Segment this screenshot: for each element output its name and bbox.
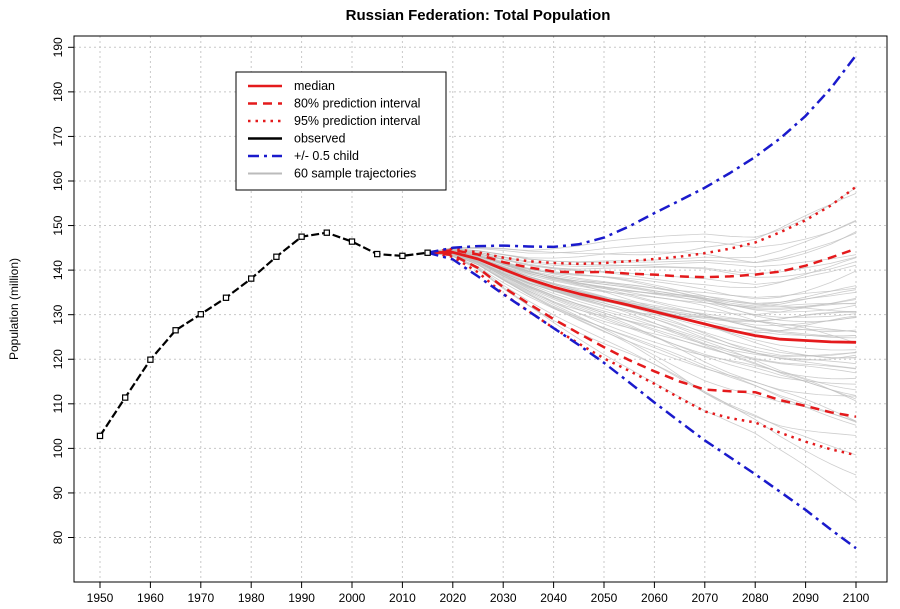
sample-trajectories	[427, 187, 857, 502]
x-tick-label: 1980	[238, 591, 265, 605]
sample-trajectory	[427, 231, 857, 264]
observed-markers	[96, 229, 431, 440]
series-median	[427, 250, 857, 344]
sample-trajectory	[427, 252, 857, 423]
sample-trajectory	[427, 252, 857, 400]
legend-label: 95% prediction interval	[294, 114, 420, 128]
sample-trajectory	[427, 252, 857, 396]
observed-point	[147, 356, 154, 363]
observed-point	[248, 275, 255, 282]
x-tick-label: 2070	[691, 591, 718, 605]
sample-trajectory	[427, 251, 857, 333]
y-tick-label: 150	[51, 215, 65, 235]
y-tick-label: 130	[51, 304, 65, 324]
sample-trajectory	[427, 252, 857, 422]
series-80-lower	[427, 251, 857, 418]
observed-point	[323, 229, 331, 236]
x-tick-label: 1990	[288, 591, 315, 605]
observed-point	[222, 294, 230, 301]
observed-point	[197, 311, 204, 318]
sample-trajectory	[427, 252, 857, 436]
sample-trajectory	[427, 249, 857, 268]
sample-trajectory	[427, 251, 857, 323]
y-tick-label: 80	[51, 531, 65, 545]
y-tick-label: 100	[51, 438, 65, 458]
chart-title: Russian Federation: Total Population	[346, 7, 611, 24]
series-0-5-child-lower	[427, 251, 857, 550]
legend: median 80% prediction interval 95% predict…	[235, 71, 447, 191]
observed-point	[298, 233, 305, 240]
x-tick-label: 2090	[792, 591, 819, 605]
observed-point	[96, 432, 104, 440]
sample-trajectory	[427, 252, 857, 357]
sample-trajectory	[427, 250, 857, 300]
sample-trajectory	[427, 252, 857, 391]
y-tick-label: 170	[51, 126, 65, 146]
y-tick-label: 90	[51, 486, 65, 500]
legend-box	[235, 71, 447, 191]
y-axis: 80 90 100 110 120 130 140 150 160 170 180 190	[51, 37, 74, 544]
sample-trajectory	[427, 251, 857, 327]
series-observed	[99, 231, 428, 437]
legend-label: median	[294, 79, 335, 93]
x-tick-label: 2050	[591, 591, 618, 605]
observed-point	[172, 327, 179, 334]
x-axis: 1950 1960 1970 1980 1990 2000 2010 2020 2030 2040…	[87, 582, 870, 605]
y-tick-label: 140	[51, 260, 65, 280]
observed-point	[374, 250, 381, 258]
sample-trajectory	[427, 187, 857, 254]
sample-trajectory	[427, 220, 857, 254]
x-tick-label: 2000	[339, 591, 366, 605]
y-tick-label: 190	[51, 37, 65, 57]
series-80-upper	[427, 247, 857, 279]
legend-label: observed	[294, 132, 345, 146]
observed-point	[424, 249, 431, 256]
legend-label: +/- 0.5 child	[294, 149, 359, 163]
observed-point	[399, 252, 406, 260]
x-tick-label: 1950	[87, 591, 114, 605]
y-tick-label: 180	[51, 82, 65, 102]
sample-trajectory	[427, 250, 857, 313]
sample-trajectory	[427, 250, 857, 305]
y-tick-label: 160	[51, 171, 65, 191]
x-tick-label: 2080	[742, 591, 769, 605]
x-tick-label: 2030	[490, 591, 517, 605]
plot-frame	[73, 35, 888, 583]
y-tick-label: 110	[51, 394, 65, 413]
sample-trajectory	[427, 249, 857, 278]
legend-label: 60 sample trajectories	[294, 167, 416, 181]
observed-point	[348, 238, 356, 245]
x-tick-label: 1970	[187, 591, 214, 605]
sample-trajectory	[427, 250, 857, 298]
x-tick-label: 2020	[439, 591, 466, 605]
x-tick-label: 2010	[389, 591, 416, 605]
series-0-5-child-upper	[427, 54, 857, 254]
sample-trajectory	[427, 249, 857, 275]
x-tick-label: 2040	[540, 591, 567, 605]
x-tick-label: 2060	[641, 591, 668, 605]
y-axis-label: Population (million)	[7, 258, 21, 360]
observed-point	[273, 253, 280, 260]
x-tick-label: 1960	[137, 591, 164, 605]
series-lines	[99, 54, 857, 550]
observed-point	[121, 394, 129, 401]
sample-trajectory	[427, 252, 857, 365]
sample-trajectory	[427, 193, 857, 256]
y-tick-label: 120	[51, 349, 65, 369]
x-tick-label: 2100	[843, 591, 870, 605]
sample-trajectory	[427, 252, 857, 357]
legend-label: 80% prediction interval	[294, 97, 420, 111]
